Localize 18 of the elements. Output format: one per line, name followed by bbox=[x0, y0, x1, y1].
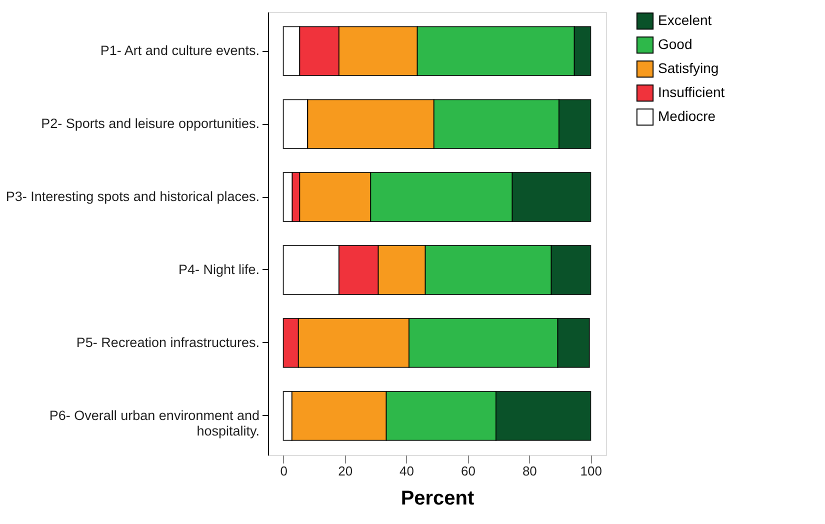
y-tick-label: P6- Overall urban environment and hospitality. bbox=[49, 408, 260, 438]
y-tick-label: P3- Interesting spots and historical places. bbox=[6, 189, 260, 204]
y-tick-label: P1- Art and culture events. bbox=[100, 43, 260, 58]
x-tick-label: 60 bbox=[460, 464, 476, 478]
y-tick-label: P2- Sports and leisure opportunities. bbox=[41, 116, 260, 132]
x-tick-label: 80 bbox=[522, 464, 537, 478]
y-tick-label: P4- Night life. bbox=[178, 262, 260, 277]
y-tick-label: P5- Recreation infrastructures. bbox=[76, 334, 260, 350]
x-tick-label: 40 bbox=[400, 464, 414, 478]
x-tick-label: 100 bbox=[580, 464, 602, 478]
legend-label: Satisfying bbox=[658, 60, 719, 76]
x-tick-label: 0 bbox=[280, 464, 288, 478]
legend-label: Good bbox=[658, 36, 692, 52]
legend-label: Mediocre bbox=[658, 108, 716, 124]
legend-label: Excelent bbox=[658, 12, 712, 28]
x-tick-label: 20 bbox=[338, 464, 353, 478]
legend-label: Insufficient bbox=[658, 84, 725, 100]
x-axis-title: Percent bbox=[400, 488, 475, 510]
